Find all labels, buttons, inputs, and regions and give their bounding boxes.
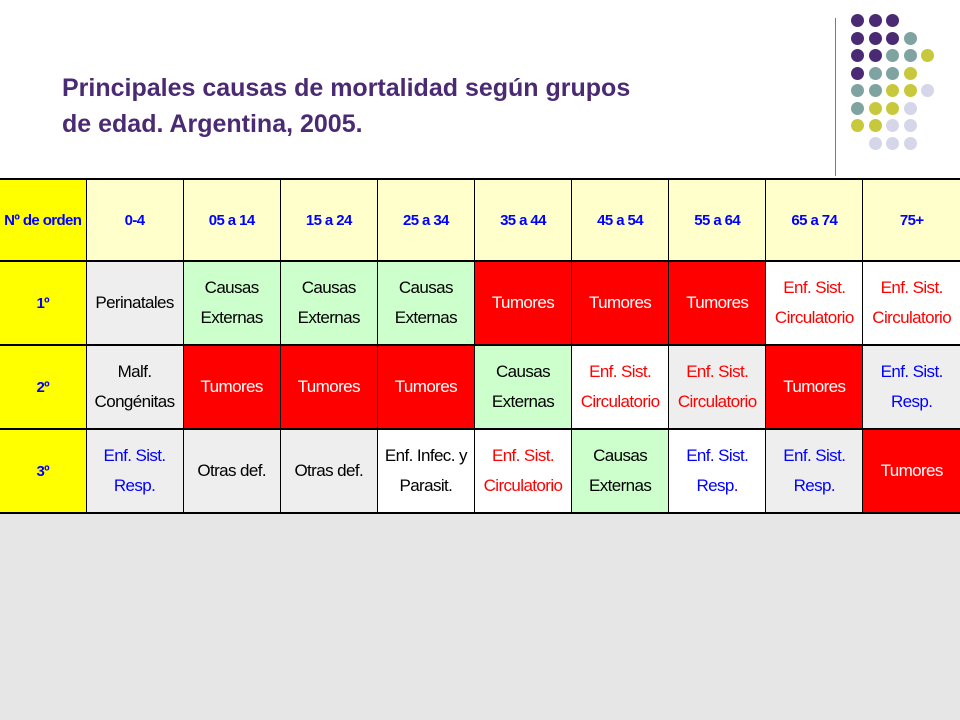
decorative-dot: [851, 119, 864, 132]
cause-cell: Perinatales: [85, 260, 184, 346]
table-row: 2º Malf. Congénitas Tumores Tumores Tumor…: [0, 344, 960, 430]
decorative-dot: [868, 14, 882, 27]
cause-cell: Otras def.: [182, 428, 281, 514]
slide-title-line-2: de edad. Argentina, 2005.: [62, 110, 363, 138]
decorative-dot: [886, 101, 899, 115]
decorative-dot: [886, 119, 899, 132]
cause-cell: Enf. Sist. Resp.: [668, 428, 767, 514]
decorative-dot: [851, 14, 864, 27]
decorative-dot: [903, 66, 917, 80]
table-row: 1º Perinatales Causas Externas Causas Exte…: [0, 260, 960, 346]
decorative-dot: [903, 101, 917, 115]
decorative-dot: [886, 66, 899, 80]
cause-cell: Enf. Sist. Circulatorio: [473, 428, 573, 514]
slide-title: Principales causas de mortalidad según g…: [62, 70, 822, 142]
decorative-dot: [903, 49, 917, 62]
decorative-dot: [903, 31, 917, 45]
rank-label: 3º: [0, 428, 87, 514]
decorative-dot: [886, 84, 899, 97]
table-header-row: Nº de orden 0-4 05 a 14 15 a 24 25 a 34 …: [0, 178, 960, 262]
cause-cell: Tumores: [473, 260, 573, 346]
cause-cell: Tumores: [279, 344, 378, 430]
age-group-header: 05 a 14: [182, 178, 281, 262]
decorative-dot: [868, 119, 882, 132]
decorative-dot: [886, 14, 899, 27]
cause-cell: Enf. Infec. y Parasit.: [376, 428, 475, 514]
cause-cell: Tumores: [376, 344, 475, 430]
order-number-header: Nº de orden: [0, 178, 87, 262]
decorative-divider-line: [835, 18, 836, 176]
cause-cell: Enf. Sist. Circulatorio: [862, 260, 960, 346]
age-group-header: 15 a 24: [279, 178, 378, 262]
cause-cell: Enf. Sist. Resp.: [85, 428, 184, 514]
decorative-dot: [868, 101, 882, 115]
cause-cell: Otras def.: [279, 428, 378, 514]
age-group-header: 55 a 64: [668, 178, 767, 262]
decorative-dot: [851, 84, 864, 97]
decorative-dot: [868, 31, 882, 45]
cause-cell: Tumores: [765, 344, 864, 430]
cause-cell: Causas Externas: [473, 344, 573, 430]
decorative-dot: [886, 136, 899, 150]
rank-label: 1º: [0, 260, 87, 346]
decorative-dot: [886, 49, 899, 62]
decorative-dot: [921, 84, 934, 97]
decorative-dot: [868, 49, 882, 62]
decorative-dot: [851, 31, 864, 45]
age-group-header: 35 a 44: [473, 178, 573, 262]
age-group-header: 65 a 74: [765, 178, 864, 262]
decorative-dot: [868, 84, 882, 97]
cause-cell: Causas Externas: [279, 260, 378, 346]
table-row: 3º Enf. Sist. Resp. Otras def. Otras def.…: [0, 428, 960, 514]
decorative-dot: [921, 49, 934, 62]
decorative-dot: [903, 136, 917, 150]
cause-cell: Enf. Sist. Resp.: [862, 344, 960, 430]
decorative-dot: [868, 66, 882, 80]
cause-cell: Enf. Sist. Circulatorio: [668, 344, 767, 430]
cause-cell: Malf. Congénitas: [85, 344, 184, 430]
age-group-header: 0-4: [85, 178, 184, 262]
decorative-dot: [851, 101, 864, 115]
decorative-dot: [851, 66, 864, 80]
cause-cell: Enf. Sist. Circulatorio: [765, 260, 864, 346]
cause-cell: Causas Externas: [571, 428, 670, 514]
cause-cell: Tumores: [182, 344, 281, 430]
decorative-dot: [886, 31, 899, 45]
age-group-header: 45 a 54: [571, 178, 670, 262]
cause-cell: Tumores: [668, 260, 767, 346]
decorative-dot: [851, 49, 864, 62]
decorative-dot: [868, 136, 882, 150]
lower-background-panel: [0, 510, 960, 720]
cause-cell: Causas Externas: [182, 260, 281, 346]
age-group-header: 75+: [862, 178, 960, 262]
cause-cell: Tumores: [862, 428, 960, 514]
cause-cell: Enf. Sist. Resp.: [765, 428, 864, 514]
slide-title-line-1: Principales causas de mortalidad según g…: [62, 74, 631, 102]
decorative-dot: [903, 119, 917, 132]
decorative-dot-grid: [851, 14, 951, 154]
mortality-causes-table: Nº de orden 0-4 05 a 14 15 a 24 25 a 34 …: [0, 178, 960, 514]
cause-cell: Causas Externas: [376, 260, 475, 346]
decorative-dot: [903, 84, 917, 97]
cause-cell: Enf. Sist. Circulatorio: [571, 344, 670, 430]
rank-label: 2º: [0, 344, 87, 430]
age-group-header: 25 a 34: [376, 178, 475, 262]
cause-cell: Tumores: [571, 260, 670, 346]
